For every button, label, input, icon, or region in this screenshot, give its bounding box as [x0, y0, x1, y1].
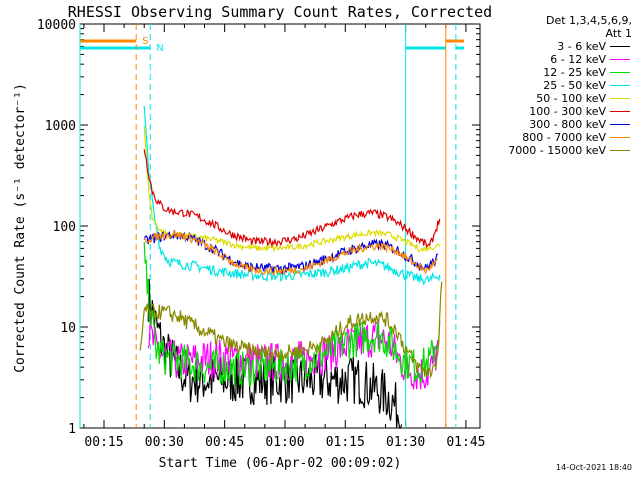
legend-label: 25 - 50 keV	[543, 79, 606, 92]
legend-entry: 50 - 100 keV	[476, 92, 636, 105]
legend-label: 50 - 100 keV	[536, 92, 606, 105]
series-line-1	[147, 318, 439, 390]
legend-label: 12 - 25 keV	[543, 66, 606, 79]
legend-label: 6 - 12 keV	[550, 53, 606, 66]
legend-swatch	[610, 150, 630, 151]
chart-title: RHESSI Observing Summary Count Rates, Co…	[68, 3, 492, 21]
y-tick-label: 1	[68, 422, 76, 437]
legend-swatch	[610, 137, 630, 138]
legend-label: 7000 - 15000 keV	[508, 144, 606, 157]
series-line-5	[143, 149, 441, 249]
legend-header-detectors: Det 1,3,4,5,6,9,	[545, 14, 632, 27]
y-axis-label: Corrected Count Rate (s⁻¹ detector⁻¹)	[13, 83, 28, 373]
night-marker-label: N	[156, 43, 163, 54]
legend-label: 300 - 800 keV	[529, 118, 606, 131]
x-tick-label: 01:45	[446, 435, 485, 450]
legend-header-attenuator: Att 1	[605, 27, 632, 40]
series-line-4	[143, 125, 441, 253]
series-line-0	[147, 279, 403, 429]
legend-swatch	[610, 85, 630, 86]
y-tick-label: 100	[53, 220, 76, 235]
series-line-8	[139, 281, 443, 379]
x-axis-label: Start Time (06-Apr-02 00:09:02)	[159, 456, 402, 471]
legend-entry: 6 - 12 keV	[476, 53, 636, 66]
y-tick-label: 10000	[37, 18, 76, 33]
legend-swatch	[610, 98, 630, 99]
legend-entry: 25 - 50 keV	[476, 79, 636, 92]
legend-header: Det 1,3,4,5,6,9, Att 1	[476, 14, 636, 40]
timestamp: 14-Oct-2021 18:40	[556, 463, 632, 472]
x-tick-label: 00:45	[205, 435, 244, 450]
legend-entry: 800 - 7000 keV	[476, 131, 636, 144]
legend-swatch	[610, 46, 630, 47]
legend-label: 100 - 300 keV	[529, 105, 606, 118]
legend-swatch	[610, 72, 630, 73]
x-tick-label: 01:30	[386, 435, 425, 450]
x-tick-label: 00:30	[145, 435, 184, 450]
legend-entries: 3 - 6 keV 6 - 12 keV 12 - 25 keV 25 - 50 ke…	[476, 40, 636, 157]
x-tick-label: 00:15	[84, 435, 123, 450]
y-tick-label: 1000	[45, 119, 76, 134]
legend-entry: 100 - 300 keV	[476, 105, 636, 118]
saa-marker-label: S	[142, 36, 148, 47]
legend-entry: 3 - 6 keV	[476, 40, 636, 53]
x-tick-label: 01:00	[265, 435, 304, 450]
legend-label: 3 - 6 keV	[557, 40, 606, 53]
legend-swatch	[610, 111, 630, 112]
series-line-7	[143, 229, 438, 277]
legend-label: 800 - 7000 keV	[522, 131, 606, 144]
plot-area: 1 10 100 1000 10000 00:15 00:30 00:45 01:00 01:15…	[37, 18, 486, 450]
series-line-3	[143, 105, 441, 286]
legend: Det 1,3,4,5,6,9, Att 1 3 - 6 keV 6 - 12 k…	[476, 14, 636, 157]
legend-swatch	[610, 124, 630, 125]
x-tick-label: 01:15	[326, 435, 365, 450]
legend-entry: 300 - 800 keV	[476, 118, 636, 131]
y-tick-label: 10	[60, 321, 76, 336]
legend-swatch	[610, 59, 630, 60]
legend-entry: 7000 - 15000 keV	[476, 144, 636, 157]
legend-entry: 12 - 25 keV	[476, 66, 636, 79]
